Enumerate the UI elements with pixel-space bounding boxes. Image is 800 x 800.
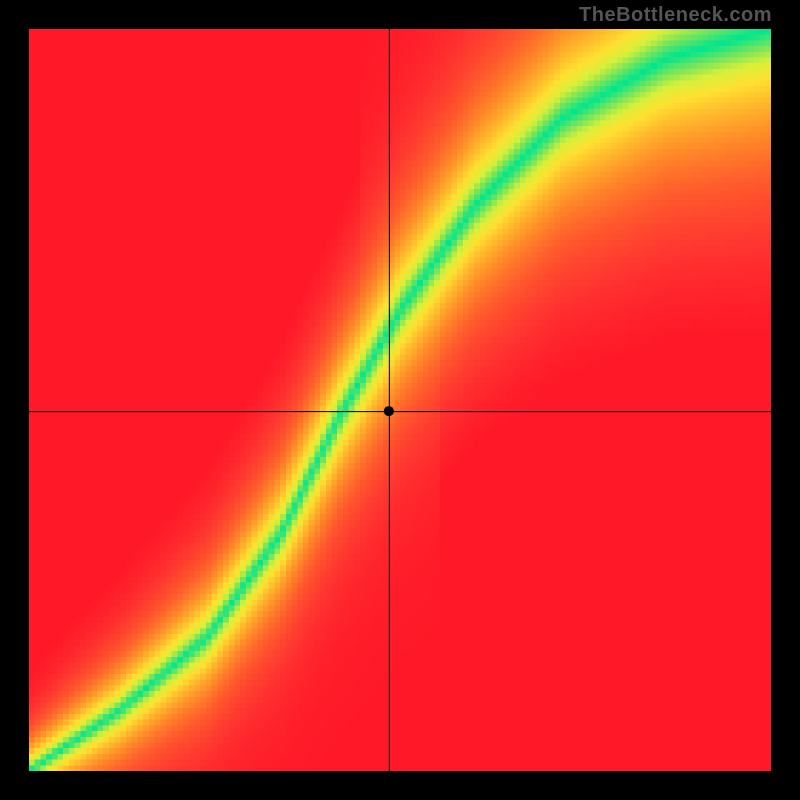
overlay-canvas [29,29,771,771]
heatmap-plot [29,29,771,771]
attribution-text: TheBottleneck.com [579,4,772,27]
